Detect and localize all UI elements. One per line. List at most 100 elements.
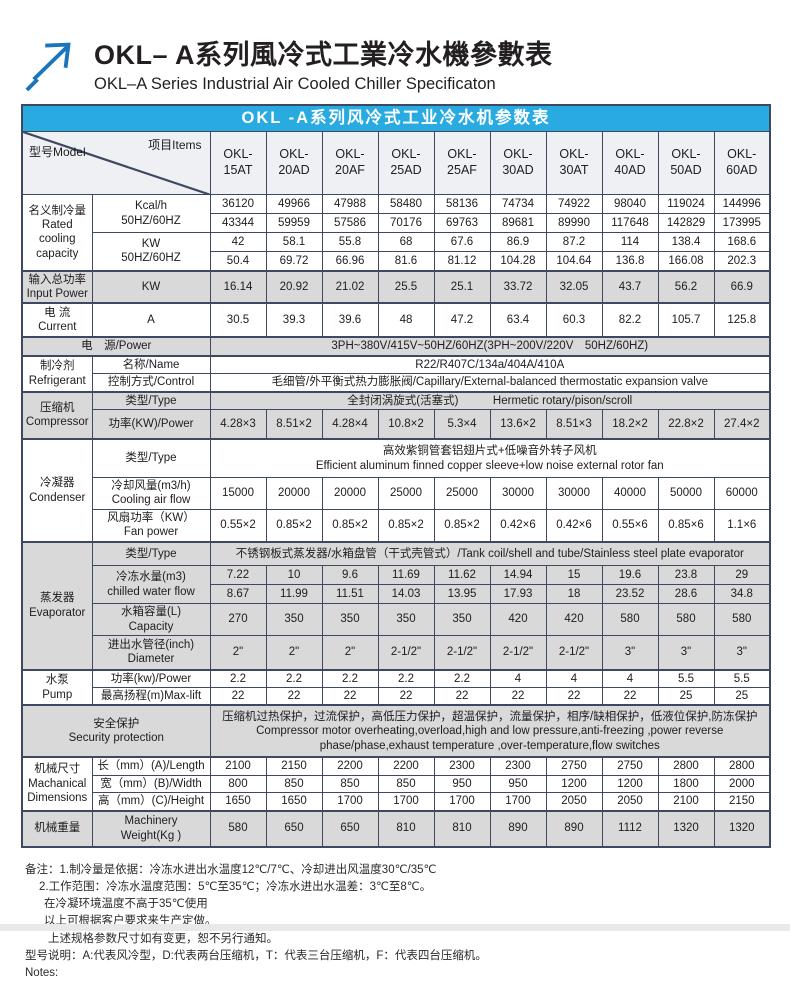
value-cell: 9.6 bbox=[322, 566, 378, 585]
value-cell: 2300 bbox=[434, 757, 490, 775]
note-line: Notes: bbox=[25, 965, 790, 982]
model-header-cell: OKL- 20AD bbox=[266, 131, 322, 195]
value-cell: 89681 bbox=[490, 214, 546, 233]
table-row: 输入总功率 Input Power KW 16.14 20.92 21.02 2… bbox=[22, 271, 770, 304]
row-group-label: 蒸发器 Evaporator bbox=[22, 542, 92, 670]
value-cell: 142829 bbox=[658, 214, 714, 233]
table-row: 机械重量 Machinery Weight(Kg ) 580 650 650 8… bbox=[22, 811, 770, 847]
value-cell: 20000 bbox=[266, 477, 322, 509]
value-cell: 19.6 bbox=[602, 566, 658, 585]
value-cell: 67.6 bbox=[434, 233, 490, 252]
value-cell: 580 bbox=[602, 604, 658, 636]
table-row: 制冷剂 Refrigerant 名称/Name R22/R407C/134a/4… bbox=[22, 356, 770, 374]
value-cell: 60.3 bbox=[546, 303, 602, 337]
page-title-zh: OKL– A系列風冷式工業冷水機參數表 bbox=[94, 33, 553, 72]
value-cell: 33.72 bbox=[490, 271, 546, 304]
value-cell: 15 bbox=[546, 566, 602, 585]
table-row: 水箱容量(L) Capacity 270 350 350 350 350 420… bbox=[22, 604, 770, 636]
value-cell: 87.2 bbox=[546, 233, 602, 252]
value-cell: 8.67 bbox=[210, 585, 266, 604]
value-cell: 2-1/2" bbox=[546, 636, 602, 670]
model-header-cell: OKL- 50AD bbox=[658, 131, 714, 195]
value-cell: 850 bbox=[378, 775, 434, 792]
page-bottom-strip bbox=[0, 924, 790, 931]
value-cell: 58.1 bbox=[266, 233, 322, 252]
value-cell: 2.2 bbox=[266, 670, 322, 688]
value-cell: 25.5 bbox=[378, 271, 434, 304]
note-line: 上述规格参数尺寸如有变更，恕不另行通知。 bbox=[25, 931, 790, 948]
value-cell: 3" bbox=[602, 636, 658, 670]
document-header: OKL– A系列風冷式工業冷水機參數表 OKL–A Series Industr… bbox=[0, 0, 790, 94]
value-cell: 5.5 bbox=[714, 670, 770, 688]
value-cell: 25000 bbox=[378, 477, 434, 509]
value-cell: 30000 bbox=[490, 477, 546, 509]
value-cell: 30000 bbox=[546, 477, 602, 509]
value-cell: 270 bbox=[210, 604, 266, 636]
value-cell: 8.51×3 bbox=[546, 409, 602, 439]
value-cell: 25000 bbox=[434, 477, 490, 509]
span-value-cell: 毛细管/外平衡式热力膨胀阀/Capillary/External-balance… bbox=[210, 374, 770, 392]
value-cell: 70176 bbox=[378, 214, 434, 233]
value-cell: 2200 bbox=[378, 757, 434, 775]
model-header-cell: OKL- 60AD bbox=[714, 131, 770, 195]
value-cell: 4.28×3 bbox=[210, 409, 266, 439]
value-cell: 420 bbox=[546, 604, 602, 636]
value-cell: 202.3 bbox=[714, 252, 770, 271]
value-cell: 25 bbox=[714, 688, 770, 706]
value-cell: 18 bbox=[546, 585, 602, 604]
value-cell: 59959 bbox=[266, 214, 322, 233]
arrow-up-right-icon bbox=[24, 33, 82, 91]
table-row: 高（mm）(C)/Height 1650 1650 1700 1700 1700… bbox=[22, 793, 770, 811]
value-cell: 138.4 bbox=[658, 233, 714, 252]
note-line: 在冷凝环境温度不高于35℃使用 bbox=[25, 896, 790, 913]
value-cell: 86.9 bbox=[490, 233, 546, 252]
value-cell: 5.5 bbox=[658, 670, 714, 688]
row-group-label: 名义制冷量 Rated cooling capacity bbox=[22, 195, 92, 271]
value-cell: 10 bbox=[266, 566, 322, 585]
value-cell: 1650 bbox=[210, 793, 266, 811]
value-cell: 2" bbox=[266, 636, 322, 670]
value-cell: 16.14 bbox=[210, 271, 266, 304]
table-row: 机械尺寸 Machanical Dimensions 长（mm）(A)/Leng… bbox=[22, 757, 770, 775]
value-cell: 30.5 bbox=[210, 303, 266, 337]
row-group-label: 冷凝器 Condenser bbox=[22, 439, 92, 541]
value-cell: 890 bbox=[546, 811, 602, 847]
span-value-cell: 3PH~380V/415V~50HZ/60HZ(3PH~200V/220V 50… bbox=[210, 337, 770, 355]
value-cell: 20.92 bbox=[266, 271, 322, 304]
value-cell: 56.2 bbox=[658, 271, 714, 304]
row-group-label: 安全保护 Security protection bbox=[22, 705, 210, 757]
row-item-label: 控制方式/Control bbox=[92, 374, 210, 392]
value-cell: 27.4×2 bbox=[714, 409, 770, 439]
value-cell: 42 bbox=[210, 233, 266, 252]
value-cell: 2.2 bbox=[378, 670, 434, 688]
value-cell: 43344 bbox=[210, 214, 266, 233]
row-group-label: 机械尺寸 Machanical Dimensions bbox=[22, 757, 92, 810]
row-item-label: 高（mm）(C)/Height bbox=[92, 793, 210, 811]
value-cell: 68 bbox=[378, 233, 434, 252]
row-item-label: 类型/Type bbox=[92, 542, 210, 566]
corner-cell: 型号Model 项目Items bbox=[22, 131, 210, 195]
model-header-row: 型号Model 项目Items OKL- 15AT OKL- 20AD OKL-… bbox=[22, 131, 770, 195]
value-cell: 0.85×6 bbox=[658, 509, 714, 541]
value-cell: 7.22 bbox=[210, 566, 266, 585]
value-cell: 166.08 bbox=[658, 252, 714, 271]
row-item-label: Kcal/h 50HZ/60HZ bbox=[92, 195, 210, 233]
value-cell: 36120 bbox=[210, 195, 266, 214]
row-item-label: 长（mm）(A)/Length bbox=[92, 757, 210, 775]
value-cell: 1700 bbox=[322, 793, 378, 811]
value-cell: 11.99 bbox=[266, 585, 322, 604]
value-cell: 650 bbox=[322, 811, 378, 847]
table-row: 电 流 Current A 30.5 39.3 39.6 48 47.2 63.… bbox=[22, 303, 770, 337]
value-cell: 104.28 bbox=[490, 252, 546, 271]
value-cell: 0.42×6 bbox=[490, 509, 546, 541]
value-cell: 580 bbox=[210, 811, 266, 847]
value-cell: 43.7 bbox=[602, 271, 658, 304]
row-group-label: 电 源/Power bbox=[22, 337, 210, 355]
table-row: 蒸发器 Evaporator 类型/Type 不锈钢板式蒸发器/水箱盘管（干式壳… bbox=[22, 542, 770, 566]
value-cell: 117648 bbox=[602, 214, 658, 233]
value-cell: 22 bbox=[210, 688, 266, 706]
value-cell: 50.4 bbox=[210, 252, 266, 271]
table-row: 功率(KW)/Power 4.28×3 8.51×2 4.28×4 10.8×2… bbox=[22, 409, 770, 439]
value-cell: 350 bbox=[434, 604, 490, 636]
value-cell: 15000 bbox=[210, 477, 266, 509]
